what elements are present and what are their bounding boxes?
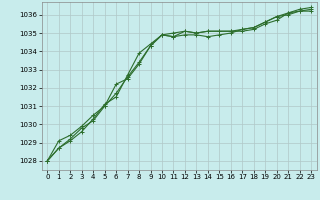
Text: Graphe pression niveau de la mer (hPa): Graphe pression niveau de la mer (hPa) (41, 185, 279, 195)
